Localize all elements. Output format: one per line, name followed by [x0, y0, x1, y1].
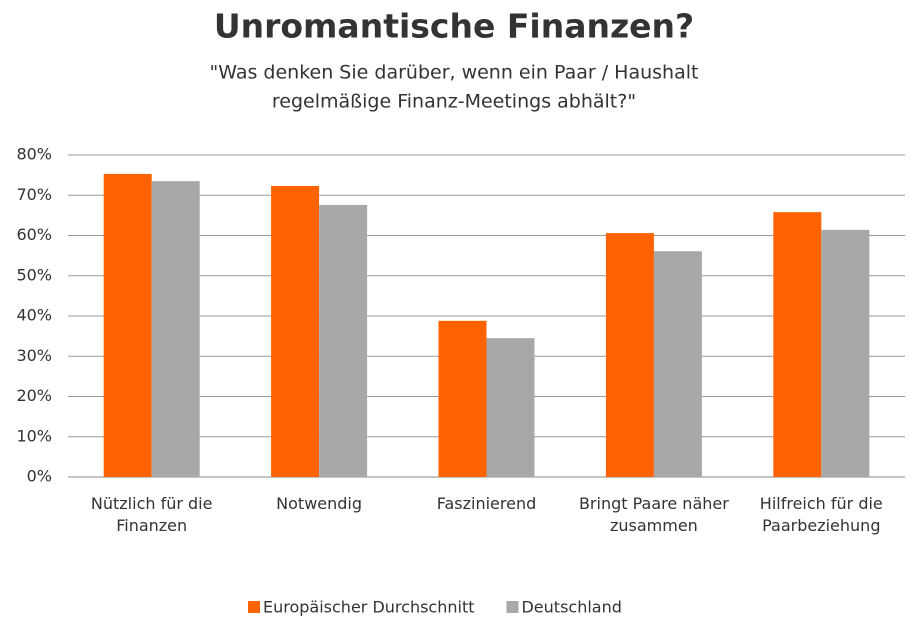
y-tick-label: 40% — [16, 306, 52, 325]
x-tick-label: Nützlich für die Finanzen — [90, 494, 213, 535]
legend-swatch — [248, 601, 260, 613]
bar — [151, 181, 200, 477]
x-tick-label: Hilfreich für die Paarbeziehung — [759, 494, 883, 535]
bar — [271, 185, 320, 477]
chart-title: Unromantische Finanzen? — [214, 7, 694, 46]
y-tick-label: 20% — [16, 386, 52, 405]
bar — [486, 338, 535, 477]
legend-label: Deutschland — [521, 598, 621, 617]
subtitle: "Was denken Sie darüber, wenn ein Paar /… — [210, 62, 699, 84]
bar — [438, 320, 487, 477]
bar — [773, 212, 822, 477]
subtitle: regelmäßige Finanz-Meetings abhält?" — [272, 91, 636, 113]
x-tick-label: Faszinierend — [436, 494, 537, 513]
y-tick-label: 50% — [16, 265, 52, 284]
y-tick-label: 60% — [16, 225, 52, 244]
bar — [821, 229, 870, 477]
bar — [319, 204, 368, 477]
x-tick-label: Notwendig — [276, 494, 363, 513]
y-tick-label: 10% — [16, 426, 52, 445]
bar — [605, 233, 654, 477]
y-tick-label: 0% — [27, 467, 52, 486]
bar — [103, 173, 152, 478]
y-tick-label: 30% — [16, 346, 52, 365]
y-tick-label: 70% — [16, 185, 52, 204]
x-tick-label: Bringt Paare näher zusammen — [578, 494, 729, 535]
legend-label: Europäischer Durchschnitt — [263, 598, 474, 617]
bar — [653, 251, 702, 477]
legend-swatch — [506, 601, 519, 613]
y-tick-label: 80% — [16, 145, 52, 164]
